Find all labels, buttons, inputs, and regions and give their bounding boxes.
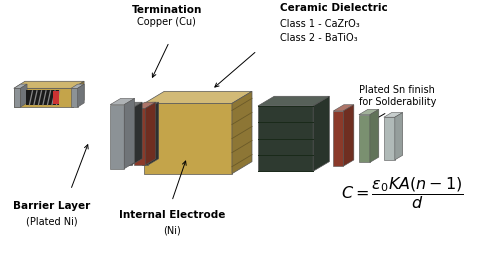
Text: (Plated Ni): (Plated Ni) xyxy=(26,216,77,227)
Polygon shape xyxy=(384,112,403,117)
Polygon shape xyxy=(258,96,329,106)
Text: (Ni): (Ni) xyxy=(163,225,180,235)
Polygon shape xyxy=(359,115,370,163)
Text: for Solderability: for Solderability xyxy=(359,97,436,107)
Polygon shape xyxy=(333,111,343,166)
Polygon shape xyxy=(258,106,313,171)
Text: Copper (Cu): Copper (Cu) xyxy=(138,17,196,27)
Polygon shape xyxy=(53,91,59,104)
Polygon shape xyxy=(14,88,73,107)
Polygon shape xyxy=(124,99,135,169)
Polygon shape xyxy=(145,102,156,165)
Polygon shape xyxy=(343,105,354,166)
Polygon shape xyxy=(14,84,27,88)
Text: Class 1 - CaZrO₃: Class 1 - CaZrO₃ xyxy=(280,19,359,29)
Polygon shape xyxy=(313,96,329,171)
Polygon shape xyxy=(110,99,135,105)
Text: Class 2 - BaTiO₃: Class 2 - BaTiO₃ xyxy=(280,33,357,43)
Polygon shape xyxy=(232,91,252,174)
Polygon shape xyxy=(132,102,142,165)
Text: Plated Sn finish: Plated Sn finish xyxy=(359,85,435,95)
Polygon shape xyxy=(333,105,354,111)
Text: Internal Electrode: Internal Electrode xyxy=(118,210,225,220)
Polygon shape xyxy=(21,84,27,107)
Polygon shape xyxy=(370,109,379,163)
Polygon shape xyxy=(14,81,84,88)
Polygon shape xyxy=(121,108,132,165)
Polygon shape xyxy=(121,102,142,108)
Text: $C = \dfrac{\epsilon_0 KA(n-1)}{d}$: $C = \dfrac{\epsilon_0 KA(n-1)}{d}$ xyxy=(341,175,464,211)
Polygon shape xyxy=(144,103,232,174)
Text: Termination: Termination xyxy=(132,5,202,15)
Polygon shape xyxy=(142,102,159,108)
Text: Ceramic Dielectric: Ceramic Dielectric xyxy=(280,3,387,13)
Polygon shape xyxy=(384,117,395,160)
Polygon shape xyxy=(395,112,403,160)
Polygon shape xyxy=(110,105,124,169)
Polygon shape xyxy=(26,90,59,105)
Polygon shape xyxy=(14,88,21,107)
Text: Barrier Layer: Barrier Layer xyxy=(13,201,90,211)
Polygon shape xyxy=(134,102,156,108)
Polygon shape xyxy=(144,91,252,103)
Polygon shape xyxy=(148,102,159,165)
Polygon shape xyxy=(142,108,148,165)
Polygon shape xyxy=(71,84,84,88)
Polygon shape xyxy=(359,109,379,115)
Polygon shape xyxy=(78,84,84,107)
Polygon shape xyxy=(134,108,145,165)
Polygon shape xyxy=(71,88,78,107)
Polygon shape xyxy=(73,81,84,107)
